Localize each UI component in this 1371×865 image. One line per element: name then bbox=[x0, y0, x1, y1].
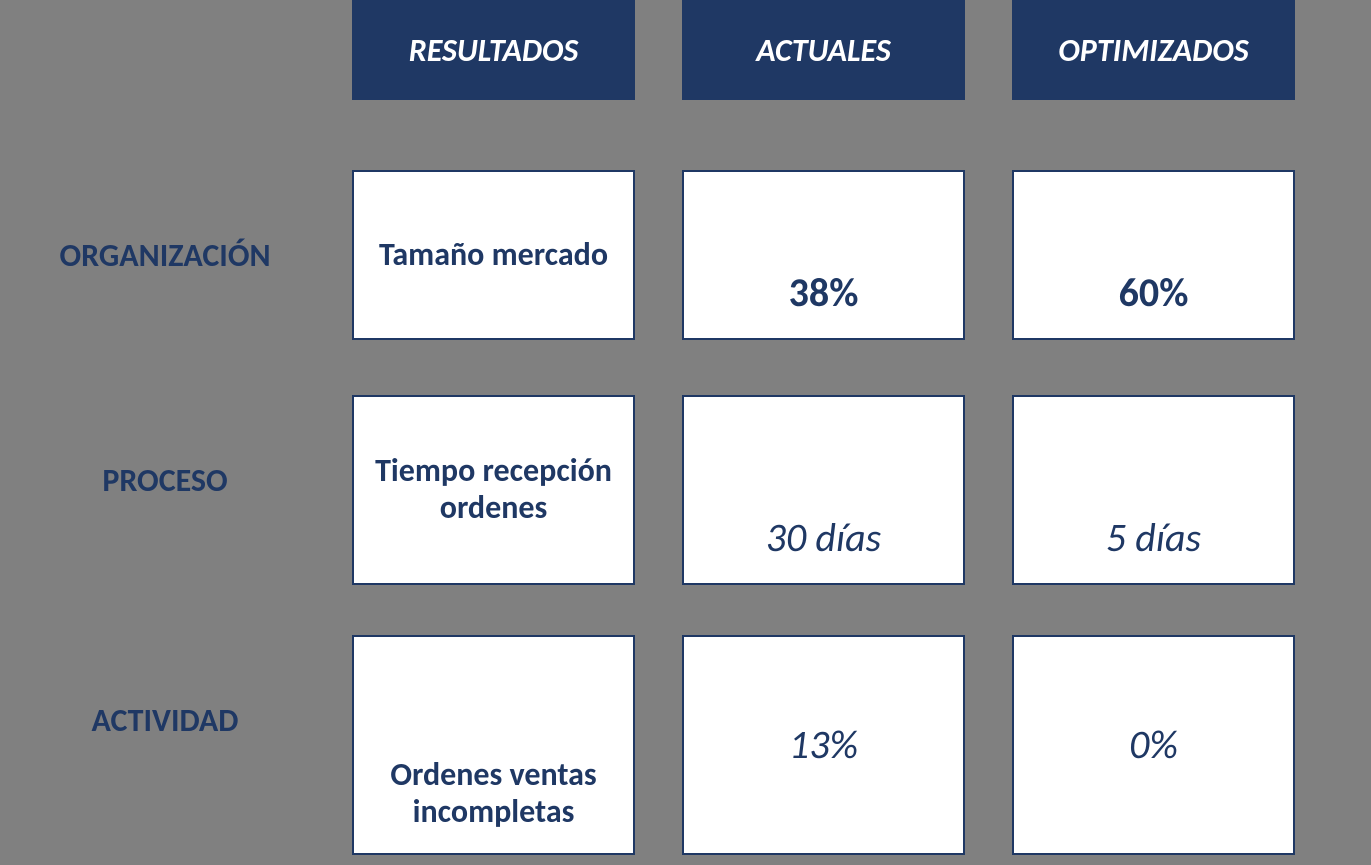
cell-ordenes-incompletas: Ordenes ventas incompletas bbox=[352, 635, 635, 855]
cell-text: Tamaño mercado bbox=[379, 237, 608, 274]
cell-optim-0: 0% bbox=[1012, 635, 1295, 855]
row-label-text: ORGANIZACIÓN bbox=[59, 236, 270, 275]
cell-tiempo-recepcion: Tiempo recepción ordenes bbox=[352, 395, 635, 585]
cell-text: 5 días bbox=[1106, 515, 1201, 561]
cell-text: 30 días bbox=[766, 515, 881, 561]
header-label: ACTUALES bbox=[756, 31, 890, 70]
cell-text: 38% bbox=[789, 270, 859, 316]
header-label: RESULTADOS bbox=[409, 31, 579, 70]
row-label-organizacion: ORGANIZACIÓN bbox=[0, 175, 330, 335]
row-label-text: PROCESO bbox=[102, 461, 227, 500]
header-actuales: ACTUALES bbox=[682, 0, 965, 100]
row-label-proceso: PROCESO bbox=[0, 400, 330, 560]
header-optimizados: OPTIMIZADOS bbox=[1012, 0, 1295, 100]
header-resultados: RESULTADOS bbox=[352, 0, 635, 100]
infographic-canvas: RESULTADOS ACTUALES OPTIMIZADOS ORGANIZA… bbox=[0, 0, 1371, 865]
cell-actual-30dias: 30 días bbox=[682, 395, 965, 585]
cell-text: Tiempo recepción ordenes bbox=[368, 453, 619, 527]
header-label: OPTIMIZADOS bbox=[1058, 31, 1248, 70]
cell-text: Ordenes ventas incompletas bbox=[368, 757, 619, 831]
cell-actual-38: 38% bbox=[682, 170, 965, 340]
cell-optim-5dias: 5 días bbox=[1012, 395, 1295, 585]
cell-optim-60: 60% bbox=[1012, 170, 1295, 340]
row-label-text: ACTIVIDAD bbox=[92, 701, 239, 740]
cell-text: 0% bbox=[1129, 722, 1178, 768]
cell-tamano-mercado: Tamaño mercado bbox=[352, 170, 635, 340]
row-label-actividad: ACTIVIDAD bbox=[0, 640, 330, 800]
cell-text: 60% bbox=[1119, 270, 1189, 316]
cell-text: 13% bbox=[789, 722, 858, 768]
cell-actual-13: 13% bbox=[682, 635, 965, 855]
